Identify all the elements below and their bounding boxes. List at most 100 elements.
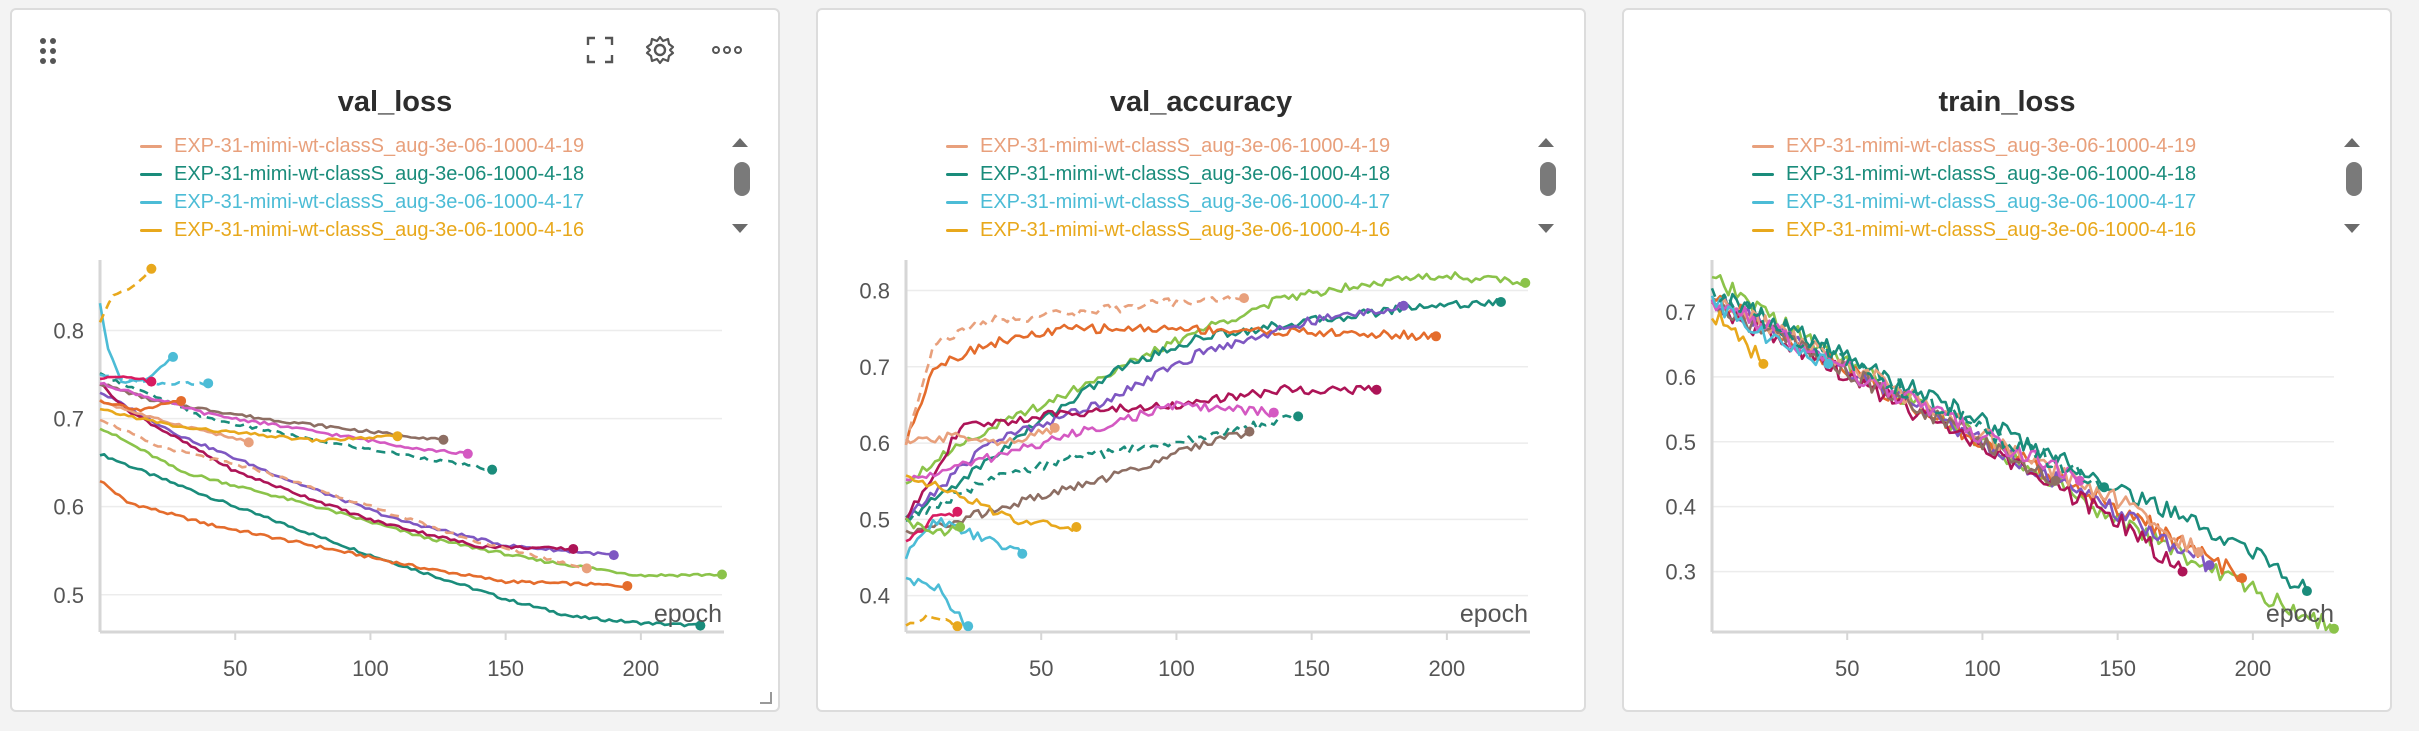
x-axis-label: epoch: [2266, 600, 2334, 628]
series-line: [99, 418, 587, 570]
legend-scroll-down-icon[interactable]: [2344, 224, 2360, 233]
series-end-point: [2301, 586, 2312, 597]
legend-label: EXP-31-mimi-wt-classS_aug-3e-06-1000-4-1…: [174, 190, 585, 213]
series-end-point: [1293, 411, 1304, 422]
series-end-point: [1431, 331, 1442, 342]
series-line: [905, 271, 1526, 485]
series-end-point: [243, 437, 254, 448]
series-end-point: [146, 376, 157, 387]
legend-swatch: [1752, 228, 1774, 232]
series-end-point: [168, 351, 179, 362]
series-end-point: [1398, 300, 1409, 311]
series-end-point: [695, 620, 706, 631]
legend-label: EXP-31-mimi-wt-classS_aug-3e-06-1000-4-1…: [980, 218, 1391, 241]
series-end-point: [608, 550, 619, 561]
y-tick-label: 0.6: [1665, 365, 1696, 390]
x-axis-label: epoch: [654, 600, 722, 628]
series-line: [99, 375, 152, 384]
series-line: [99, 381, 469, 456]
y-tick-label: 0.8: [859, 279, 890, 304]
legend-item[interactable]: EXP-31-mimi-wt-classS_aug-3e-06-1000-4-1…: [1752, 188, 2352, 216]
series-end-point: [2099, 482, 2110, 493]
y-tick-label: 0.7: [1665, 300, 1696, 325]
series-line: [99, 383, 444, 441]
chart-title: train_loss: [1938, 86, 2076, 118]
legend-item[interactable]: EXP-31-mimi-wt-classS_aug-3e-06-1000-4-1…: [946, 188, 1546, 216]
series-end-point: [1520, 277, 1531, 288]
series-line: [905, 576, 969, 628]
legend-item[interactable]: EXP-31-mimi-wt-classS_aug-3e-06-1000-4-1…: [946, 160, 1546, 188]
series-end-point: [568, 543, 579, 554]
chart-plot: 0.5 0.6 0.7 0.8 50 100 150 200 epoch: [53, 260, 727, 681]
series-end-point: [952, 506, 963, 517]
y-tick-label: 0.8: [53, 318, 84, 343]
legend-scrollbar[interactable]: [734, 162, 750, 196]
legend-item[interactable]: EXP-31-mimi-wt-classS_aug-3e-06-1000-4-1…: [140, 188, 740, 216]
gear-icon[interactable]: [644, 34, 676, 66]
legend-label: EXP-31-mimi-wt-classS_aug-3e-06-1000-4-1…: [1786, 134, 2197, 157]
legend-item[interactable]: EXP-31-mimi-wt-classS_aug-3e-06-1000-4-1…: [946, 216, 1546, 244]
series-end-point: [2193, 547, 2204, 558]
legend-item[interactable]: EXP-31-mimi-wt-classS_aug-3e-06-1000-4-1…: [1752, 160, 2352, 188]
legend-swatch: [140, 172, 162, 176]
y-tick-label: 0.5: [859, 507, 890, 532]
x-tick-label: 200: [623, 656, 660, 681]
legend-swatch: [946, 228, 968, 232]
legend-scrollbar[interactable]: [2346, 162, 2362, 196]
legend-swatch: [140, 200, 162, 204]
series-line: [905, 510, 959, 543]
fullscreen-icon[interactable]: [586, 36, 614, 64]
series-end-point: [963, 621, 974, 632]
series-end-point: [2329, 623, 2339, 634]
series-line: [905, 400, 1275, 482]
series-end-point: [462, 448, 473, 459]
series-end-point: [1239, 293, 1250, 304]
chart-title: val_loss: [337, 86, 453, 118]
chart-legend: EXP-31-mimi-wt-classS_aug-3e-06-1000-4-1…: [1752, 132, 2352, 244]
series-end-point: [2177, 566, 2188, 577]
legend-swatch: [140, 144, 162, 148]
x-tick-label: 50: [1029, 656, 1053, 681]
series-line: [905, 414, 1299, 522]
resize-handle-icon[interactable]: [760, 692, 772, 704]
y-tick-label: 0.6: [859, 431, 890, 456]
x-tick-label: 100: [1158, 656, 1195, 681]
chart-legend: EXP-31-mimi-wt-classS_aug-3e-06-1000-4-1…: [946, 132, 1546, 244]
y-tick-label: 0.4: [859, 584, 890, 609]
legend-scroll-up-icon[interactable]: [1538, 138, 1554, 147]
x-tick-label: 150: [487, 656, 524, 681]
x-axis-label: epoch: [1460, 600, 1528, 628]
legend-item[interactable]: EXP-31-mimi-wt-classS_aug-3e-06-1000-4-1…: [140, 160, 740, 188]
series-end-point: [2237, 573, 2248, 584]
more-horizontal-icon[interactable]: [712, 40, 742, 60]
legend-scroll-down-icon[interactable]: [1538, 224, 1554, 233]
legend-scroll-up-icon[interactable]: [732, 138, 748, 147]
series-line: [99, 399, 182, 413]
legend-label: EXP-31-mimi-wt-classS_aug-3e-06-1000-4-1…: [174, 218, 585, 241]
legend-item[interactable]: EXP-31-mimi-wt-classS_aug-3e-06-1000-4-1…: [140, 216, 740, 244]
chart-legend: EXP-31-mimi-wt-classS_aug-3e-06-1000-4-1…: [140, 132, 740, 244]
chart-panel-train-loss: train_loss EXP-31-mimi-wt-classS_aug-3e-…: [1622, 8, 2392, 712]
series-line: [905, 430, 1251, 535]
series-line: [905, 517, 961, 537]
legend-scroll-down-icon[interactable]: [732, 224, 748, 233]
legend-swatch: [946, 200, 968, 204]
legend-label: EXP-31-mimi-wt-classS_aug-3e-06-1000-4-1…: [1786, 218, 2197, 241]
legend-scroll-up-icon[interactable]: [2344, 138, 2360, 147]
y-tick-label: 0.5: [1665, 430, 1696, 455]
legend-item[interactable]: EXP-31-mimi-wt-classS_aug-3e-06-1000-4-1…: [1752, 216, 2352, 244]
series-line: [905, 427, 1056, 447]
legend-label: EXP-31-mimi-wt-classS_aug-3e-06-1000-4-1…: [980, 190, 1391, 213]
drag-handle-icon[interactable]: [38, 36, 60, 66]
series-end-point: [2050, 475, 2061, 486]
legend-item[interactable]: EXP-31-mimi-wt-classS_aug-3e-06-1000-4-1…: [140, 132, 740, 160]
series-line: [1711, 301, 2057, 486]
y-tick-label: 0.6: [53, 495, 84, 520]
series-line: [904, 295, 1245, 446]
legend-swatch: [946, 172, 968, 176]
x-tick-label: 150: [1293, 656, 1330, 681]
legend-item[interactable]: EXP-31-mimi-wt-classS_aug-3e-06-1000-4-1…: [946, 132, 1546, 160]
legend-item[interactable]: EXP-31-mimi-wt-classS_aug-3e-06-1000-4-1…: [1752, 132, 2352, 160]
y-tick-label: 0.7: [859, 355, 890, 380]
legend-scrollbar[interactable]: [1540, 162, 1556, 196]
